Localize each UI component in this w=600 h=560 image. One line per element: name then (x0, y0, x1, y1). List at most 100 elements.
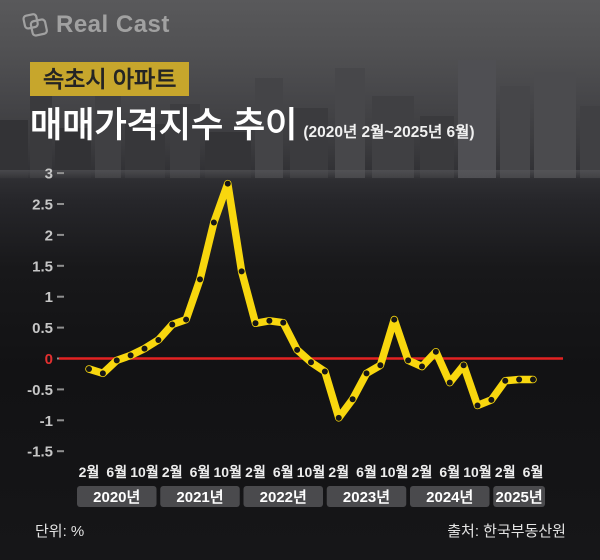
y-axis-tick-label: -0.5 (27, 382, 53, 399)
year-box-label: 2025년 (496, 489, 543, 506)
data-point-marker (224, 180, 231, 187)
data-point-marker (197, 276, 203, 283)
skyline-building (255, 78, 283, 178)
skyline-building (95, 84, 121, 178)
brand-logo: Real Cast (18, 9, 170, 41)
data-point-marker (169, 321, 176, 328)
x-axis-month-label: 2월 (162, 464, 183, 480)
year-box-label: 2022년 (260, 489, 307, 506)
data-point-marker (294, 346, 301, 353)
title-row: 매매가격지수 추이 (2020년 2월~2025년 6월) (30, 97, 475, 148)
page-title: 매매가격지수 추이 (30, 106, 298, 145)
data-point-marker (321, 368, 328, 375)
x-axis-month-label: 10월 (297, 464, 325, 480)
price-index-line (85, 179, 537, 422)
data-point-marker (141, 345, 148, 352)
data-point-marker (113, 357, 120, 364)
year-box (160, 486, 240, 507)
data-point-marker (280, 319, 287, 326)
year-box-label: 2020년 (93, 489, 140, 506)
data-point-marker (391, 316, 398, 323)
x-axis-month-label: 2월 (412, 464, 433, 480)
data-point-marker (252, 320, 259, 327)
skyline-building (420, 116, 454, 178)
y-axis-tick-label: 0 (45, 351, 53, 368)
skyline-building (0, 120, 28, 178)
y-axis-tick-label: 1 (45, 289, 53, 306)
x-axis-month-label: 2월 (328, 464, 349, 480)
skyline-building (500, 86, 530, 178)
skyline-building (534, 72, 576, 178)
skyline-building (30, 94, 52, 178)
source-note: 출처: 한국부동산원 (447, 523, 566, 540)
data-point-marker (419, 363, 425, 370)
city-skyline-background (0, 40, 600, 178)
data-point-marker (363, 370, 370, 377)
x-axis-month-label: 10월 (214, 464, 242, 480)
y-axis-tick-label: 1.5 (32, 258, 53, 275)
waterfront-band (0, 170, 600, 179)
year-box (243, 486, 323, 507)
data-point-marker (238, 268, 245, 275)
y-axis-tick-label: 0.5 (32, 320, 53, 337)
x-axis-month-label: 10월 (380, 464, 408, 480)
brand-logo-text: Real Cast (56, 11, 170, 38)
data-point-marker (405, 357, 412, 364)
year-box (77, 486, 157, 507)
data-point-marker (460, 362, 467, 369)
data-point-marker (155, 336, 162, 343)
data-point-marker (210, 219, 217, 226)
x-axis-month-label: 6월 (273, 464, 294, 480)
data-point-marker (183, 316, 190, 323)
skyline-building (458, 60, 496, 178)
data-point-marker (516, 376, 523, 383)
skyline-building (372, 96, 414, 178)
skyline-building (335, 68, 365, 178)
x-axis-month-label: 2월 (495, 464, 516, 480)
data-point-marker (308, 359, 314, 366)
x-axis-month-label: 6월 (439, 464, 460, 480)
data-point-marker (432, 348, 439, 355)
year-box (493, 486, 545, 507)
data-point-marker (488, 396, 495, 403)
skyline-building (55, 128, 91, 178)
year-box-label: 2024년 (426, 489, 473, 506)
y-axis-tick-label: 3 (45, 166, 53, 183)
skyline-building (580, 106, 600, 178)
data-point-marker (127, 352, 134, 359)
x-axis-month-label: 6월 (523, 464, 544, 480)
data-point-marker (502, 377, 509, 384)
data-point-marker (349, 396, 356, 403)
year-box (410, 486, 490, 507)
y-axis-tick-label: 2 (45, 227, 53, 244)
y-axis-tick-label: -1 (40, 413, 53, 430)
y-axis-tick-label: -1.5 (27, 444, 53, 461)
realcast-logo-icon (22, 13, 48, 37)
year-box (326, 486, 407, 507)
skyline-building (170, 104, 200, 178)
x-axis-month-label: 6월 (106, 464, 127, 480)
data-point-marker (474, 402, 481, 409)
year-box-label: 2021년 (176, 489, 223, 506)
data-point-marker (377, 362, 384, 369)
year-box-label: 2023년 (343, 489, 390, 506)
unit-note: 단위: % (35, 523, 85, 540)
x-axis-month-label: 2월 (245, 464, 266, 480)
data-point-marker (530, 376, 536, 383)
data-point-marker (99, 370, 106, 377)
data-point-marker (266, 317, 273, 324)
region-badge: 속초시 아파트 (30, 62, 190, 96)
x-axis-month-label: 6월 (356, 464, 377, 480)
skyline-building (125, 124, 165, 178)
x-axis-month-label: 10월 (463, 464, 491, 480)
skyline-building (290, 108, 328, 178)
x-axis-month-label: 6월 (190, 464, 211, 480)
x-axis-month-label: 2월 (79, 464, 100, 480)
title-period: (2020년 2월~2025년 6월) (303, 124, 475, 141)
y-axis-tick-label: 2.5 (32, 197, 53, 214)
data-point-marker (86, 366, 92, 373)
data-point-marker (335, 414, 342, 421)
x-axis-month-label: 10월 (130, 464, 158, 480)
